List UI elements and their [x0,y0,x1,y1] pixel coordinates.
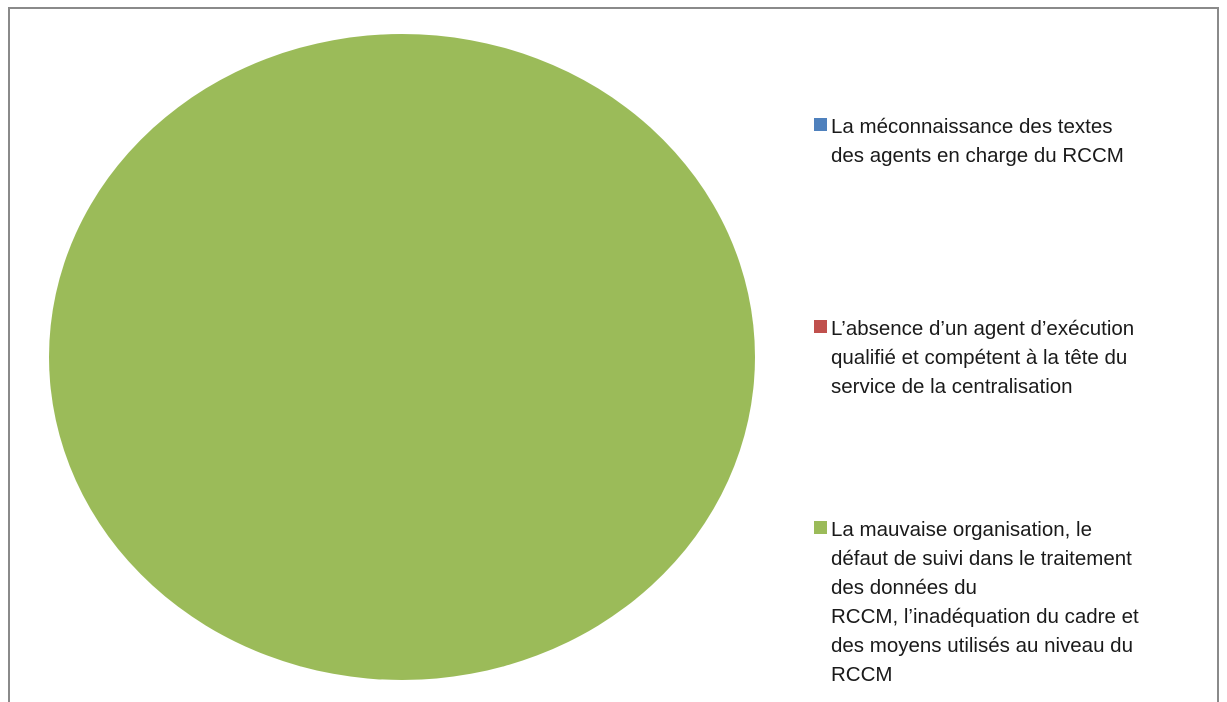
legend-entry-1: La méconnaissance des textes des agents … [814,112,1204,170]
legend-label-1: La méconnaissance des textes des agents … [831,115,1124,167]
legend-swatch-3 [814,521,827,534]
pie-slice-3 [49,34,755,680]
legend-label-3: La mauvaise organisation, le défaut de s… [831,518,1139,686]
legend-entry-3: La mauvaise organisation, le défaut de s… [814,515,1204,689]
legend-swatch-1 [814,118,827,131]
legend-swatch-2 [814,320,827,333]
legend-entry-2: L’absence d’un agent d’exécution qualifi… [814,314,1204,401]
legend-label-2: L’absence d’un agent d’exécution qualifi… [831,317,1135,398]
